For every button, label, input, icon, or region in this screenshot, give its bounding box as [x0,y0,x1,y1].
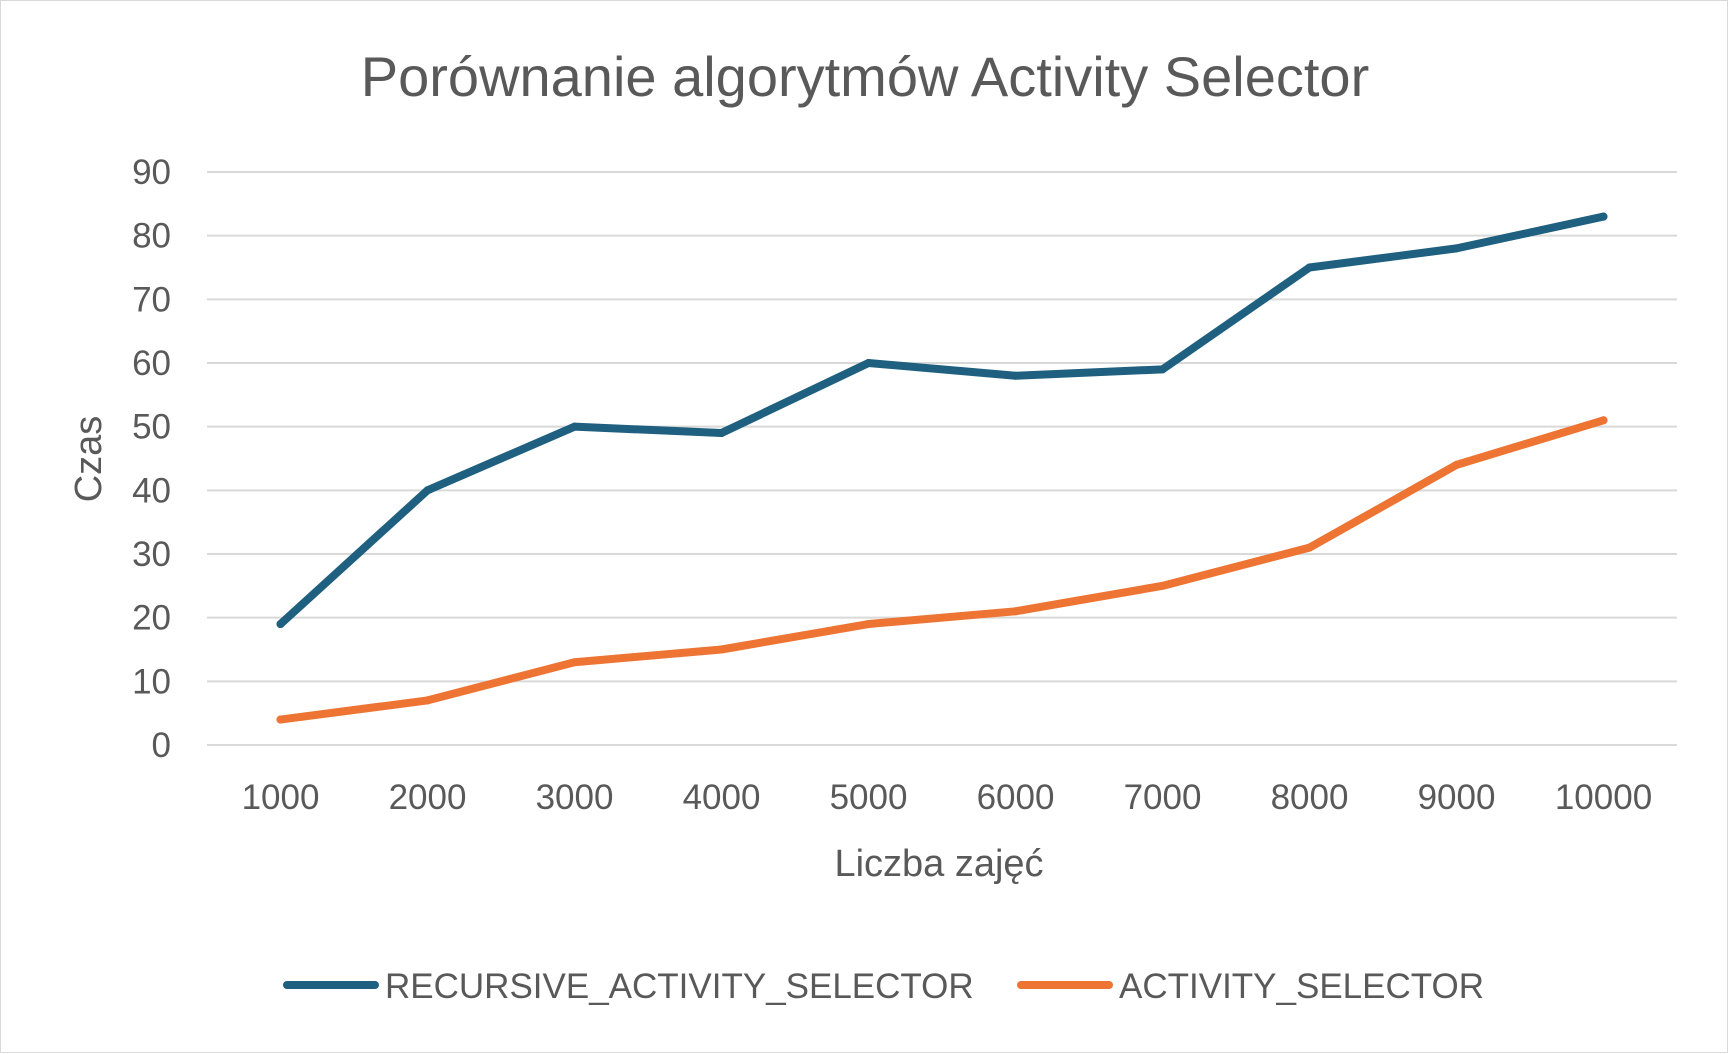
data-point [423,696,432,705]
x-tick-label: 5000 [830,778,908,817]
y-tick-label: 80 [132,217,171,256]
y-tick-label: 20 [132,599,171,638]
y-axis-ticks: 0 10 20 30 40 50 60 70 80 90 [132,153,171,765]
legend-item: ACTIVITY_SELECTOR [1017,967,1484,1006]
x-tick-label: 8000 [1271,778,1349,817]
series-line-0 [276,212,1608,629]
data-point [1305,543,1314,552]
x-tick-label: 6000 [977,778,1055,817]
data-point [1452,460,1461,469]
data-point [1011,607,1020,616]
data-point [570,658,579,667]
data-point [276,620,285,629]
data-point [1599,212,1608,221]
x-axis-ticks: 1000 2000 3000 4000 5000 6000 7000 8000 9000 1000… [242,778,1653,817]
data-point [717,645,726,654]
data-point [1011,371,1020,380]
y-tick-label: 30 [132,535,171,574]
data-point [423,486,432,495]
x-tick-label: 3000 [536,778,614,817]
series-line-1 [276,416,1608,724]
data-point [276,715,285,724]
legend-label: RECURSIVE_ACTIVITY_SELECTOR [385,967,974,1006]
x-tick-label: 2000 [389,778,467,817]
data-point [1158,581,1167,590]
y-tick-label: 70 [132,280,171,319]
x-tick-label: 10000 [1555,778,1652,817]
y-axis-title: Czas [68,416,110,503]
y-tick-label: 60 [132,344,171,383]
x-axis-title: Liczba zajęć [834,843,1043,885]
x-tick-label: 9000 [1418,778,1496,817]
legend-item: RECURSIVE_ACTIVITY_SELECTOR [283,967,974,1006]
data-point [1599,416,1608,425]
y-tick-label: 40 [132,471,171,510]
y-tick-label: 90 [132,153,171,192]
gridlines [207,171,1677,746]
x-tick-label: 1000 [242,778,320,817]
data-point [864,620,873,629]
y-tick-label: 50 [132,408,171,447]
legend-label: ACTIVITY_SELECTOR [1119,967,1484,1006]
x-tick-label: 4000 [683,778,761,817]
series-lines [276,212,1608,724]
y-tick-label: 0 [152,726,171,765]
data-point [1158,365,1167,374]
x-tick-label: 7000 [1124,778,1202,817]
legend: RECURSIVE_ACTIVITY_SELECTOR ACTIVITY_SELE… [283,967,1484,1006]
data-point [570,422,579,431]
chart-title: Porównanie algorytmów Activity Selector [361,45,1369,108]
y-tick-label: 10 [132,662,171,701]
data-point [1305,263,1314,272]
data-point [864,359,873,367]
data-point [1452,244,1461,253]
data-point [717,429,726,438]
